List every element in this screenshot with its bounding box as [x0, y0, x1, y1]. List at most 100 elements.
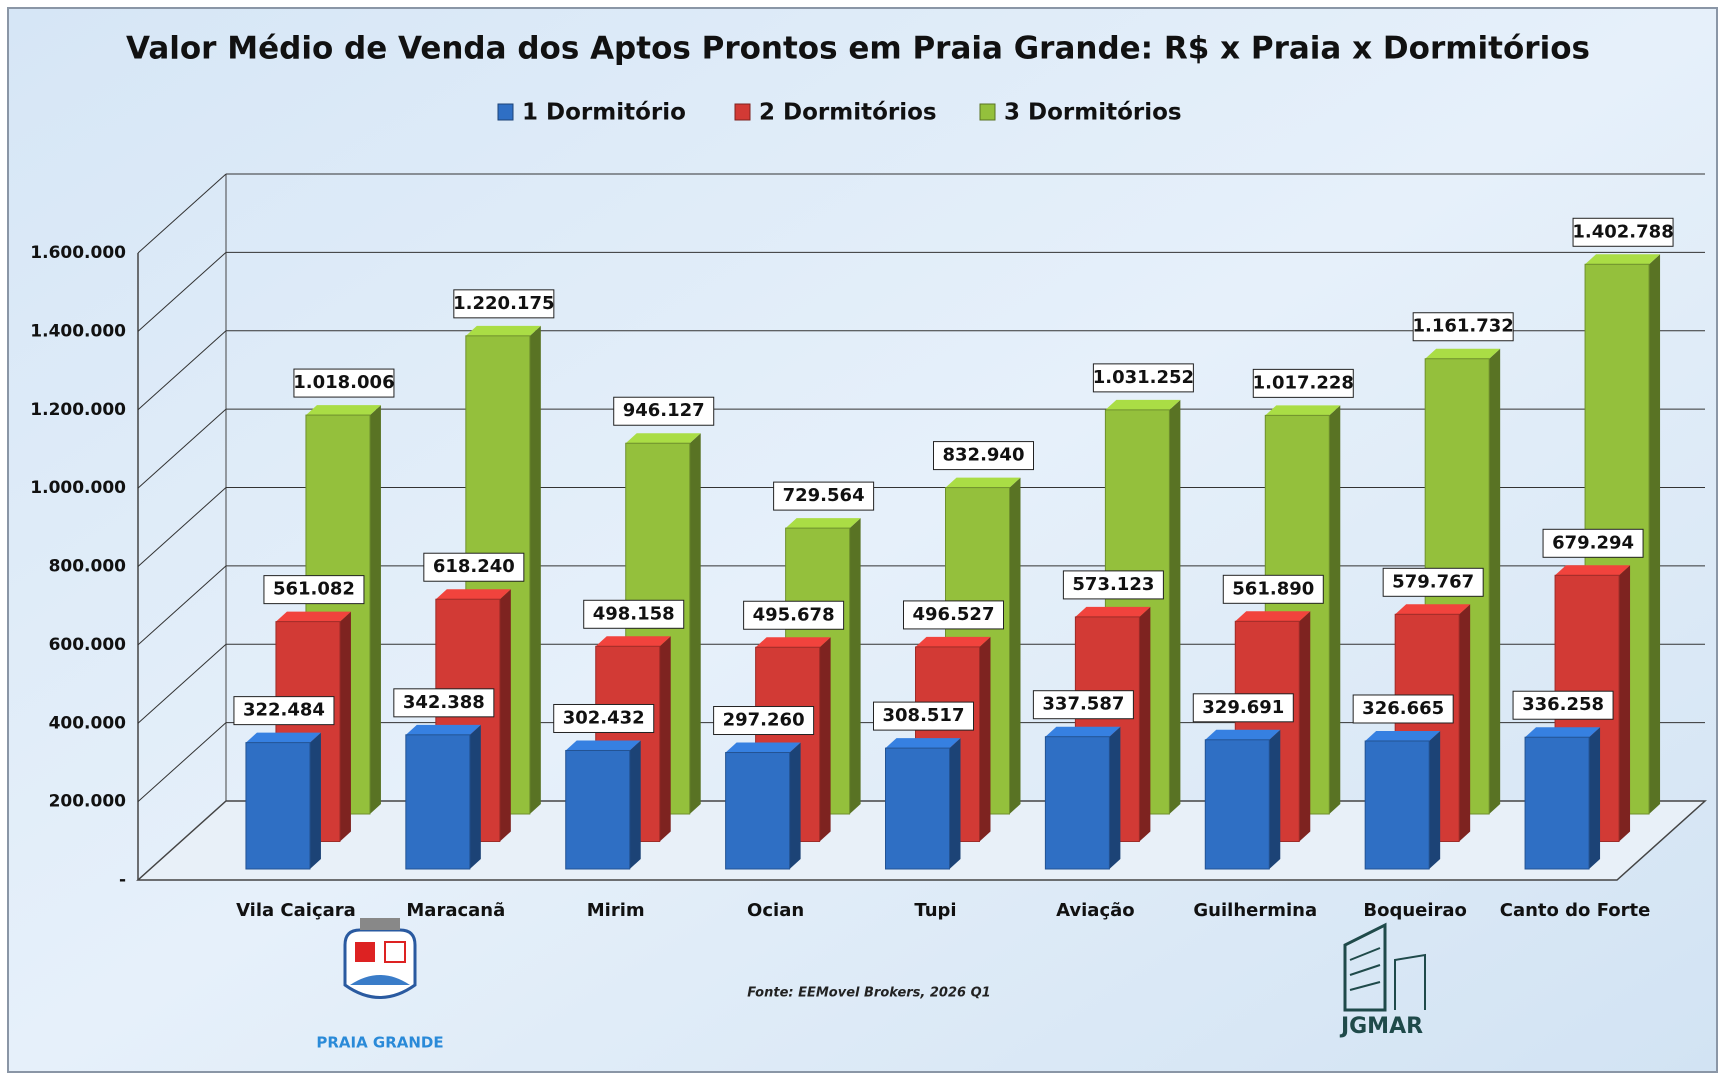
bar-top [465, 325, 541, 336]
value-label-box [1222, 574, 1324, 604]
bar-side [1169, 399, 1181, 814]
bar [885, 747, 950, 870]
value-label: 326.665 [1362, 698, 1444, 719]
bar-top [725, 742, 801, 753]
bar-side [1299, 611, 1311, 842]
bar-top [1105, 399, 1181, 410]
value-label: 1.017.228 [1253, 372, 1354, 393]
legend-label: 3 Dormitórios [1004, 100, 1182, 126]
bar-side [529, 325, 541, 814]
value-label-box [423, 552, 525, 582]
x-tick-label: Guilhermina [1193, 900, 1317, 921]
value-label-box [553, 703, 655, 733]
value-label-box [743, 600, 845, 630]
grid-line [137, 173, 227, 254]
bar-side [789, 742, 801, 869]
bar-side [629, 740, 641, 869]
bar-side [369, 405, 381, 814]
value-label: 561.082 [273, 579, 355, 600]
bar [1044, 736, 1110, 870]
y-tick-label: 400.000 [49, 713, 127, 733]
logo-right: JGMAR [1339, 922, 1426, 1039]
grid-line [137, 252, 227, 332]
value-label-box [1062, 570, 1164, 600]
bar-top [1365, 730, 1441, 741]
value-label: 573.123 [1072, 574, 1154, 595]
grid-line [137, 330, 227, 411]
bar-top [405, 724, 481, 735]
bar-side [309, 732, 321, 869]
bar-side [1489, 348, 1501, 814]
bar-side [979, 636, 991, 842]
bar-side [1459, 604, 1471, 842]
bar-side [1269, 729, 1281, 869]
value-label: 1.018.006 [293, 372, 394, 393]
grid-line [137, 565, 227, 646]
bar-side [339, 611, 351, 842]
value-label: 336.258 [1522, 694, 1604, 715]
value-label: 1.402.788 [1572, 221, 1673, 242]
value-label-box [1032, 690, 1134, 720]
value-label: 946.127 [623, 400, 705, 421]
bar-top [565, 740, 641, 751]
value-label: 579.767 [1392, 571, 1474, 592]
bar-top [1395, 604, 1471, 615]
value-label-box [1252, 368, 1354, 398]
bar-side [1649, 254, 1661, 814]
bar-top [1075, 606, 1151, 617]
bar-side [949, 738, 961, 869]
value-label-box [233, 696, 335, 726]
bar [725, 752, 791, 870]
bar-side [1139, 606, 1151, 842]
logo-left: PRAIA GRANDE [316, 918, 444, 1052]
source-note: Fonte: EEMovel Brokers, 2026 Q1 [747, 986, 990, 1001]
value-label: 561.890 [1232, 578, 1314, 599]
value-label-box [873, 701, 974, 731]
value-label: 618.240 [433, 556, 515, 577]
value-label: 297.260 [723, 710, 805, 731]
value-label: 308.517 [883, 705, 965, 726]
value-label: 302.432 [563, 707, 645, 728]
bar-side [819, 637, 831, 842]
value-label-box [1412, 312, 1514, 342]
value-label: 498.158 [593, 603, 675, 624]
legend-label: 2 Dormitórios [759, 100, 937, 126]
bar-side [689, 433, 701, 814]
logo-text: PRAIA GRANDE [316, 1034, 443, 1052]
bar-top [915, 636, 991, 647]
grid-line [137, 643, 227, 724]
value-label-box [1542, 528, 1644, 558]
chart-title: Valor Médio de Venda dos Aptos Prontos e… [126, 31, 1590, 67]
bar-top [1585, 254, 1661, 265]
bar-top [435, 589, 511, 600]
value-label-box [933, 441, 1034, 471]
y-tick-label: 1.400.000 [30, 321, 126, 341]
legend-label: 1 Dormitório [522, 100, 686, 126]
bar-top [945, 477, 1021, 488]
value-label-box [1382, 567, 1484, 597]
bar-top [305, 405, 381, 416]
x-tick-label: Boqueirao [1363, 900, 1467, 921]
value-label-box [773, 481, 875, 511]
value-label: 1.220.175 [453, 293, 554, 314]
bar [1364, 740, 1430, 870]
y-tick-label: 1.600.000 [30, 243, 126, 263]
value-label-box [713, 706, 815, 736]
value-label-box [263, 575, 365, 605]
grid-line [137, 722, 227, 802]
bar-side [849, 518, 861, 814]
value-label-box [453, 289, 555, 319]
y-tick-label: 1.200.000 [30, 400, 126, 420]
bar-top [1265, 405, 1341, 416]
bar-top [1045, 726, 1121, 737]
x-tick-label: Aviação [1056, 900, 1135, 921]
bar-side [1429, 730, 1441, 869]
value-label: 337.587 [1042, 694, 1124, 715]
bar [565, 749, 631, 870]
value-label-box [1572, 217, 1674, 247]
value-label: 342.388 [403, 692, 485, 713]
value-label: 495.678 [753, 604, 835, 625]
value-label-box [393, 688, 495, 718]
value-label: 329.691 [1202, 697, 1284, 718]
